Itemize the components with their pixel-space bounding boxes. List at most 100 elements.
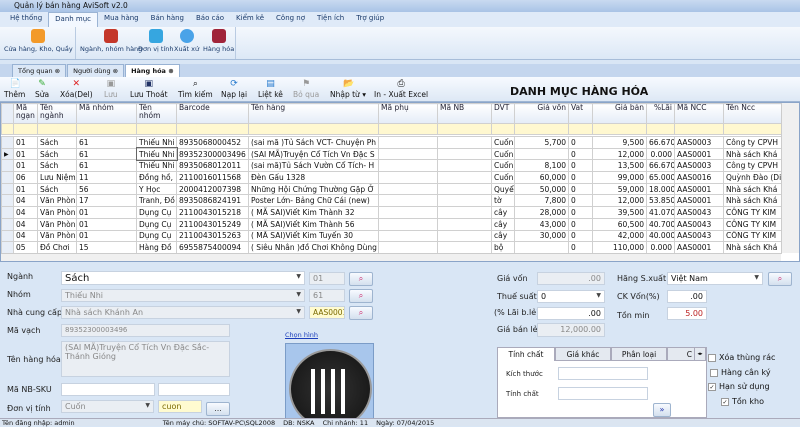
table-cell[interactable]: AAS0043 — [674, 217, 724, 231]
table-cell[interactable]: AAS0003 — [674, 136, 724, 149]
table-cell[interactable]: Y Học — [136, 182, 177, 196]
ma-nb-field[interactable] — [61, 383, 155, 396]
vertical-scrollbar[interactable] — [781, 103, 799, 253]
table-cell[interactable] — [378, 171, 438, 184]
filter-cell[interactable] — [437, 123, 492, 135]
table-cell[interactable]: 40.000 — [646, 229, 675, 243]
table-cell[interactable]: bộ — [491, 241, 515, 254]
table-cell[interactable]: 89352300003496 — [176, 147, 249, 161]
gia-ban-le-field[interactable]: 12,000.00 — [537, 323, 605, 337]
column-header[interactable]: Mã nhóm — [76, 103, 137, 124]
table-cell[interactable]: 0 — [568, 194, 593, 208]
table-cell[interactable]: AAS0001 — [674, 241, 724, 254]
table-cell[interactable]: 0 — [568, 241, 593, 254]
sku-field[interactable] — [158, 383, 230, 396]
ck-von-field[interactable]: .00 — [667, 290, 707, 303]
column-header[interactable]: Mã NB — [437, 103, 492, 124]
tab-tinh-chat[interactable]: Tính chất — [497, 347, 555, 361]
table-cell[interactable]: Đồng hồ, — [136, 171, 177, 184]
table-cell[interactable]: Thiếu Nhi — [136, 159, 177, 173]
table-cell[interactable]: AAS0016 — [674, 171, 724, 184]
table-cell[interactable] — [514, 241, 569, 254]
table-cell[interactable]: (SAI MÃ)Truyện Cổ Tích Vn Đặc S — [248, 147, 379, 161]
gia-von-field[interactable]: .00 — [537, 272, 605, 285]
filter-cell[interactable] — [378, 123, 438, 135]
table-cell[interactable]: cây — [491, 217, 515, 231]
table-cell[interactable]: Cuốn — [491, 147, 515, 161]
table-row[interactable]: 04 Văn Phòn 01 Dụng Cụ 2110043015263( MÃ SAI… — [1, 229, 782, 243]
table-cell[interactable]: 99,000 — [592, 171, 647, 184]
ton-min-field[interactable]: 5.00 — [667, 307, 707, 320]
checkbox-box[interactable] — [710, 368, 718, 377]
column-header[interactable]: Mã phụ — [378, 103, 438, 124]
table-cell[interactable]: ( MÃ SAI)Viết Kim Tuyến 30 — [248, 229, 379, 243]
table-cell[interactable]: Nhà sách Khá — [723, 194, 782, 208]
column-header[interactable]: Barcode — [176, 103, 249, 124]
table-cell[interactable] — [378, 147, 438, 161]
dvt-more-button[interactable]: ... — [206, 402, 230, 416]
table-cell[interactable]: AAS0001 — [674, 182, 724, 196]
table-row[interactable]: 01 Sách 61 Thiếu Nhi 8935068000452 (sai mã )T… — [1, 136, 782, 149]
table-cell[interactable] — [378, 206, 438, 219]
hang-sx-select[interactable]: Việt Nam ▼ — [667, 272, 763, 285]
table-cell[interactable]: Dụng Cụ — [136, 206, 177, 219]
table-cell[interactable]: 42,000 — [592, 229, 647, 243]
column-header[interactable]: DVT — [491, 103, 515, 124]
table-cell[interactable]: 9,500 — [592, 136, 647, 149]
menu-1[interactable]: Danh mục — [48, 12, 99, 27]
tab-more[interactable]: C — [667, 347, 695, 361]
table-cell[interactable] — [378, 182, 438, 196]
table-row[interactable]: ▶ 01 Sách 61 Thiếu Nhi 89352300003496 (SAI MÃ)… — [1, 147, 782, 161]
table-cell[interactable]: 40.700 — [646, 217, 675, 231]
han-su-dung-checkbox[interactable]: ✓ Hạn sử dụng — [708, 382, 770, 391]
row-header[interactable]: ▶ — [1, 147, 14, 161]
table-cell[interactable]: cây — [491, 229, 515, 243]
table-cell[interactable]: Sách — [37, 159, 77, 173]
filter-cell[interactable] — [176, 123, 249, 135]
add-button[interactable]: 📄 Thêm — [4, 79, 26, 99]
table-cell[interactable]: 0 — [568, 147, 593, 161]
table-cell[interactable]: Văn Phòn — [37, 206, 77, 219]
table-cell[interactable]: 04 — [13, 194, 38, 208]
table-cell[interactable]: 61 — [76, 159, 137, 173]
table-cell[interactable]: 0.000 — [646, 147, 675, 161]
ton-kho-checkbox[interactable]: ✓ Tồn kho — [721, 397, 764, 406]
table-cell[interactable]: AAS0003 — [674, 159, 724, 173]
checkbox-box[interactable] — [708, 353, 716, 362]
column-header[interactable]: Tên nhóm — [136, 103, 177, 124]
table-cell[interactable]: AAS0001 — [674, 147, 724, 161]
ribbon-group-button[interactable]: Ngành, nhóm hàng — [80, 29, 142, 53]
table-cell[interactable]: Nhà sách Khá — [723, 241, 782, 254]
table-cell[interactable]: 2110043015249 — [176, 217, 249, 231]
table-cell[interactable] — [437, 147, 492, 161]
table-cell[interactable]: 60,500 — [592, 217, 647, 231]
table-cell[interactable]: Cuốn — [491, 159, 515, 173]
tab-scroll-button[interactable]: ◂▸ — [694, 347, 706, 361]
row-header[interactable] — [1, 171, 14, 184]
ribbon-origin-button[interactable]: Xuất xứ — [174, 29, 199, 53]
table-cell[interactable]: 5,700 — [514, 136, 569, 149]
table-cell[interactable]: ( Siêu Nhân )đồ Chơi Không Dùng — [248, 241, 379, 254]
xoa-thung-rac-checkbox[interactable]: Xóa thùng rác — [708, 353, 775, 362]
nganh-select[interactable]: Sách ▼ — [61, 271, 305, 285]
menu-2[interactable]: Mua hàng — [104, 14, 139, 22]
row-header[interactable] — [1, 241, 14, 254]
table-cell[interactable]: Sách — [37, 147, 77, 161]
row-header[interactable] — [1, 217, 14, 231]
table-cell[interactable]: 43,000 — [514, 217, 569, 231]
filter-cell[interactable] — [248, 123, 379, 135]
import-button[interactable]: 📂 Nhập từ ▾ — [330, 79, 366, 99]
table-cell[interactable] — [437, 136, 492, 149]
horizontal-scrollbar[interactable] — [1, 253, 781, 261]
row-header[interactable] — [1, 206, 14, 219]
table-cell[interactable] — [378, 136, 438, 149]
table-row[interactable]: 04 Văn Phòn 17 Tranh, Đồ 8935086824191 Poster… — [1, 194, 782, 208]
ma-vach-field[interactable]: 89352300003496 — [61, 324, 230, 337]
filter-cell[interactable] — [514, 123, 569, 135]
table-cell[interactable] — [378, 159, 438, 173]
tab-overview[interactable]: Tổng quan ⊗ — [12, 64, 67, 77]
table-cell[interactable]: 2110043015218 — [176, 206, 249, 219]
table-cell[interactable]: 59,000 — [592, 182, 647, 196]
table-cell[interactable]: 61 — [76, 147, 137, 161]
table-cell[interactable]: 50,000 — [514, 182, 569, 196]
